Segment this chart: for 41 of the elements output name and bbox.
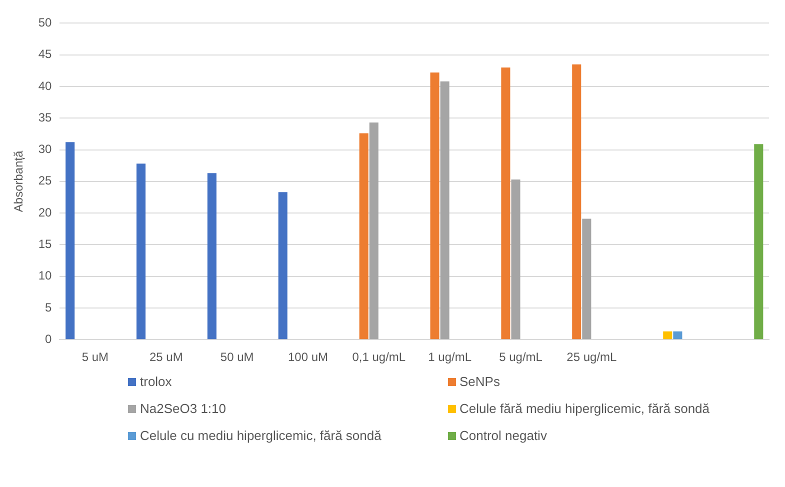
bar [440, 81, 450, 340]
x-tick-label: 50 uM [220, 350, 254, 364]
y-axis-title: Absorbanță [12, 150, 26, 212]
bar [511, 180, 520, 340]
x-tick-label: 25 uM [149, 350, 183, 364]
y-tick-label: 25 [38, 174, 52, 188]
y-tick-label: 20 [38, 205, 52, 220]
y-tick-label: 35 [38, 110, 52, 124]
x-tick-label: 5 uM [82, 350, 109, 364]
legend-label: Control negativ [460, 428, 547, 443]
bar [369, 122, 378, 340]
legend-label: Na2SeO3 1:10 [140, 401, 226, 416]
legend-label: Celule cu mediu hiperglicemic, fără sondă [140, 428, 382, 443]
legend-label: trolox [140, 374, 172, 389]
y-tick-label: 10 [38, 268, 52, 283]
bar [501, 67, 510, 340]
bar [136, 164, 146, 340]
x-tick-label: 25 ug/mL [566, 350, 618, 364]
y-tick-label: 0 [45, 332, 52, 346]
x-tick-label: 1 ug/mL [428, 350, 472, 364]
bar [754, 144, 764, 340]
bar [572, 64, 582, 340]
legend-label: Celule fără mediu hiperglicemic, fără sondă [460, 401, 710, 416]
legend-label: SeNPs [460, 374, 500, 389]
bar [430, 72, 440, 340]
x-tick-label: 100 uM [288, 350, 328, 364]
y-tick-label: 5 [45, 300, 52, 314]
y-tick-label: 45 [38, 47, 52, 62]
x-tick-label: 0,1 ug/mL [352, 350, 406, 364]
bar [359, 133, 368, 340]
bar [673, 331, 682, 340]
y-tick-label: 40 [38, 78, 52, 93]
bar [278, 192, 288, 340]
y-tick-label: 50 [38, 16, 52, 30]
bar [663, 331, 672, 340]
y-tick-label: 30 [38, 142, 52, 156]
x-tick-label: 5 ug/mL [499, 350, 543, 364]
bar [66, 142, 75, 340]
bar [207, 173, 216, 340]
bar [582, 218, 592, 340]
y-tick-label: 15 [38, 236, 52, 251]
